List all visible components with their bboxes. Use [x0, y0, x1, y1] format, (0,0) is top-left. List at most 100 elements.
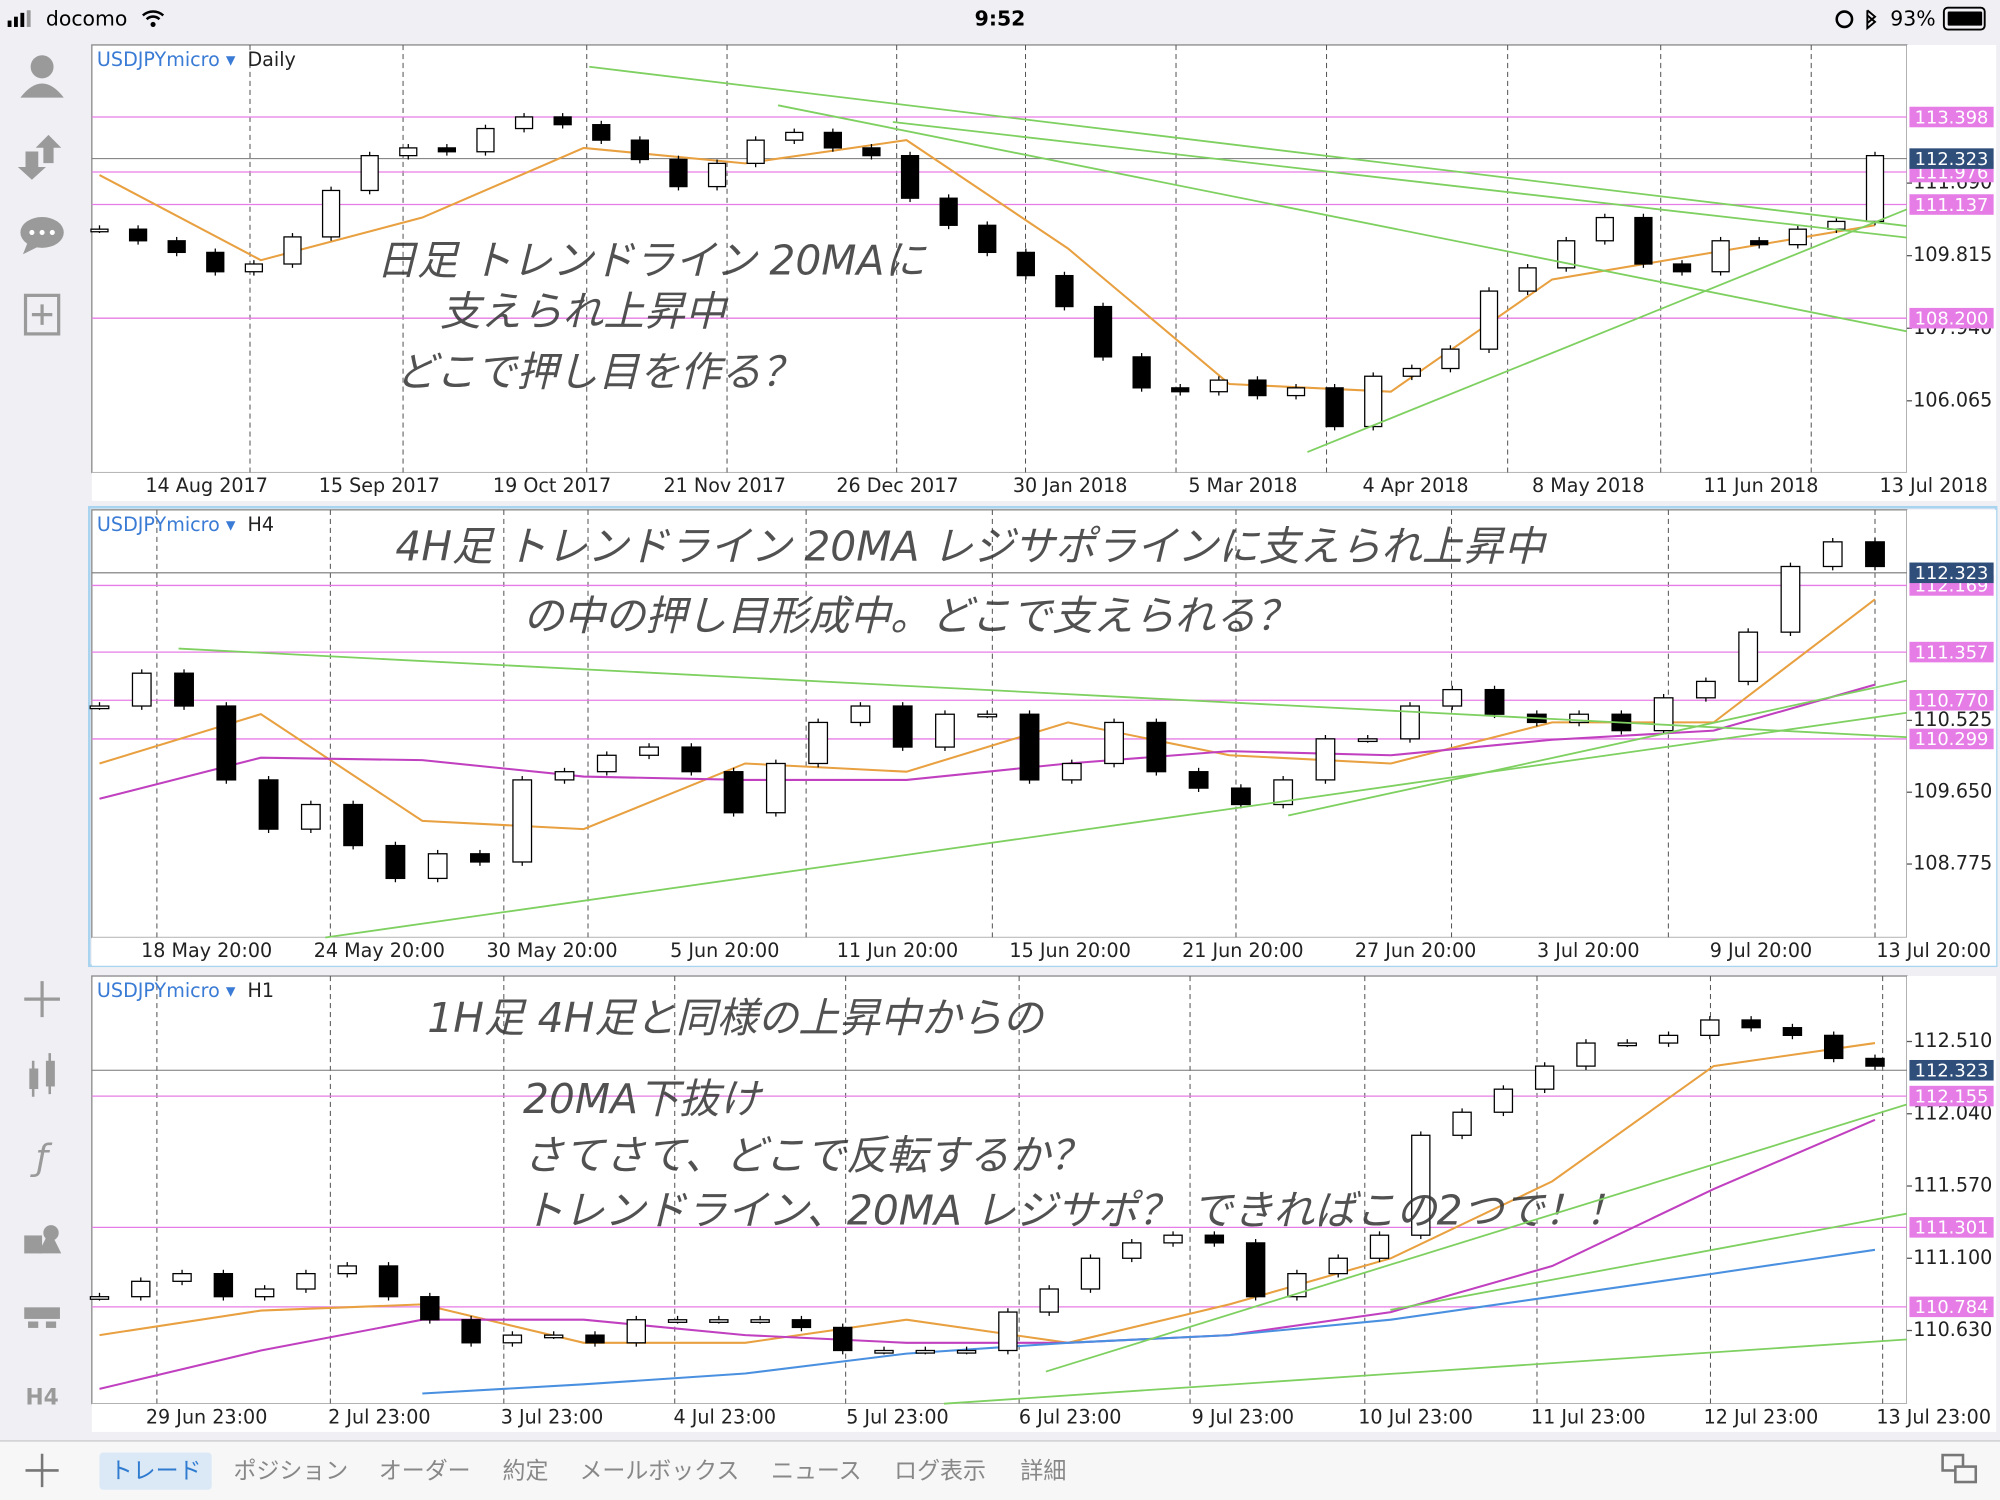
- candle: [1823, 1034, 1844, 1060]
- new-order-icon[interactable]: [23, 293, 61, 336]
- candle: [1093, 305, 1113, 358]
- objects-icon[interactable]: [24, 1225, 62, 1254]
- candle: [1364, 375, 1383, 428]
- timeframe: H1: [247, 979, 274, 1002]
- y-tick-label: 110.525: [1913, 708, 1992, 731]
- candle: [427, 853, 448, 880]
- candle: [1569, 713, 1590, 724]
- candle: [1634, 216, 1653, 265]
- symbol[interactable]: USDJPYmicro ▾: [97, 513, 236, 536]
- time-label: 15 Jun 20:00: [1009, 939, 1130, 962]
- annotation: トレンドライン、20MA レジサポ？ できればこの2つで！！: [523, 1187, 1626, 1235]
- candle: [343, 803, 364, 847]
- time-label: 3 Jul 20:00: [1537, 939, 1640, 962]
- candle: [337, 1265, 357, 1275]
- candle: [1369, 1234, 1390, 1259]
- tab[interactable]: ニュース: [771, 1458, 862, 1484]
- level-tag: [1909, 641, 1994, 663]
- candle: [420, 1296, 440, 1321]
- sidebar: ƒ H4: [17, 55, 64, 1411]
- signal-bar: [20, 12, 25, 27]
- time-label: 21 Nov 2017: [664, 474, 786, 497]
- candle: [1617, 1042, 1637, 1047]
- candle: [1700, 1019, 1720, 1037]
- candle: [596, 754, 617, 773]
- candle: [592, 124, 611, 141]
- candle: [1576, 1042, 1596, 1067]
- crosshair-icon[interactable]: [24, 981, 60, 1018]
- tab[interactable]: トレード: [110, 1458, 202, 1484]
- time-label: 13 Jul 23:00: [1876, 1405, 1991, 1428]
- candle: [1518, 267, 1537, 292]
- level-tag: [1909, 194, 1994, 215]
- candle: [167, 240, 186, 254]
- signal-bar: [26, 10, 31, 27]
- candle: [1209, 379, 1228, 393]
- level-tag-label: 111.357: [1915, 642, 1989, 663]
- time-label: 27 Jun 20:00: [1355, 939, 1476, 962]
- candle: [283, 236, 302, 265]
- time-label: 4 Jul 23:00: [673, 1405, 776, 1428]
- trend-line: [589, 65, 1907, 227]
- trend-line: [943, 1338, 1907, 1405]
- tab[interactable]: オーダー: [379, 1458, 471, 1484]
- candle: [892, 705, 913, 748]
- moving-average: [99, 1042, 1876, 1344]
- candle: [978, 224, 997, 254]
- candle: [89, 705, 110, 710]
- y-tick-label: 112.040: [1913, 1101, 1992, 1124]
- tab[interactable]: 約定: [503, 1458, 549, 1484]
- time-label: 4 Apr 2018: [1363, 474, 1469, 497]
- time-axis: [91, 1403, 1997, 1432]
- timeframe-button[interactable]: H4: [25, 1386, 58, 1411]
- chat-icon[interactable]: [20, 217, 64, 255]
- time-label: 10 Jul 23:00: [1358, 1405, 1473, 1428]
- trend-lines: [178, 65, 1908, 1405]
- chart-panel: 112.510 112.040 111.570 111.100 110.630 112.1…: [89, 975, 1997, 1432]
- candle: [1204, 1234, 1225, 1244]
- candle: [709, 1319, 729, 1323]
- indicator-icon[interactable]: ƒ: [30, 1138, 53, 1179]
- candle: [543, 1334, 564, 1339]
- candle: [1016, 251, 1035, 277]
- trade-icon[interactable]: [17, 134, 62, 180]
- candle: [1188, 771, 1209, 789]
- time-label: 26 Dec 2017: [836, 474, 958, 497]
- chart-type-icon[interactable]: [29, 1053, 55, 1097]
- account-icon[interactable]: [20, 55, 64, 98]
- candle: [765, 762, 786, 814]
- candle: [900, 154, 920, 199]
- candle: [1493, 1088, 1514, 1113]
- level-tag-label: 111.137: [1915, 195, 1989, 216]
- symbol[interactable]: USDJPYmicro ▾: [97, 979, 236, 1002]
- candle: [1865, 154, 1885, 223]
- template-icon[interactable]: [24, 1307, 60, 1328]
- candle: [1865, 1057, 1885, 1067]
- signal-bar: [14, 16, 18, 27]
- y-tick-label: 109.815: [1913, 243, 1992, 266]
- candle: [1245, 1242, 1266, 1298]
- annotation: 支えられ上昇中: [440, 288, 729, 336]
- tab[interactable]: ポジション: [233, 1458, 348, 1484]
- tab[interactable]: 詳細: [1020, 1458, 1066, 1484]
- tab[interactable]: メールボックス: [580, 1458, 740, 1484]
- candle: [862, 147, 881, 157]
- level-tag-label: 110.784: [1915, 1297, 1989, 1318]
- layout-button[interactable]: [1941, 1453, 1978, 1484]
- rotation-lock-icon: [1835, 10, 1854, 29]
- candle: [998, 1311, 1018, 1352]
- candle: [1822, 541, 1843, 568]
- candle: [1534, 1065, 1555, 1090]
- symbol[interactable]: USDJPYmicro ▾: [97, 48, 236, 71]
- candle: [1328, 1257, 1348, 1275]
- trend-line: [1288, 679, 1908, 817]
- add-button[interactable]: [25, 1453, 59, 1488]
- y-tick-label: 111.570: [1913, 1173, 1992, 1196]
- battery-level: [1947, 11, 1983, 26]
- tab[interactable]: ログ表示: [894, 1458, 986, 1484]
- time-label: 11 Jul 23:00: [1531, 1405, 1646, 1428]
- candle: [1163, 1234, 1183, 1244]
- chart-panel: 106.065107.940109.815111.690113.398111.9…: [90, 44, 1997, 501]
